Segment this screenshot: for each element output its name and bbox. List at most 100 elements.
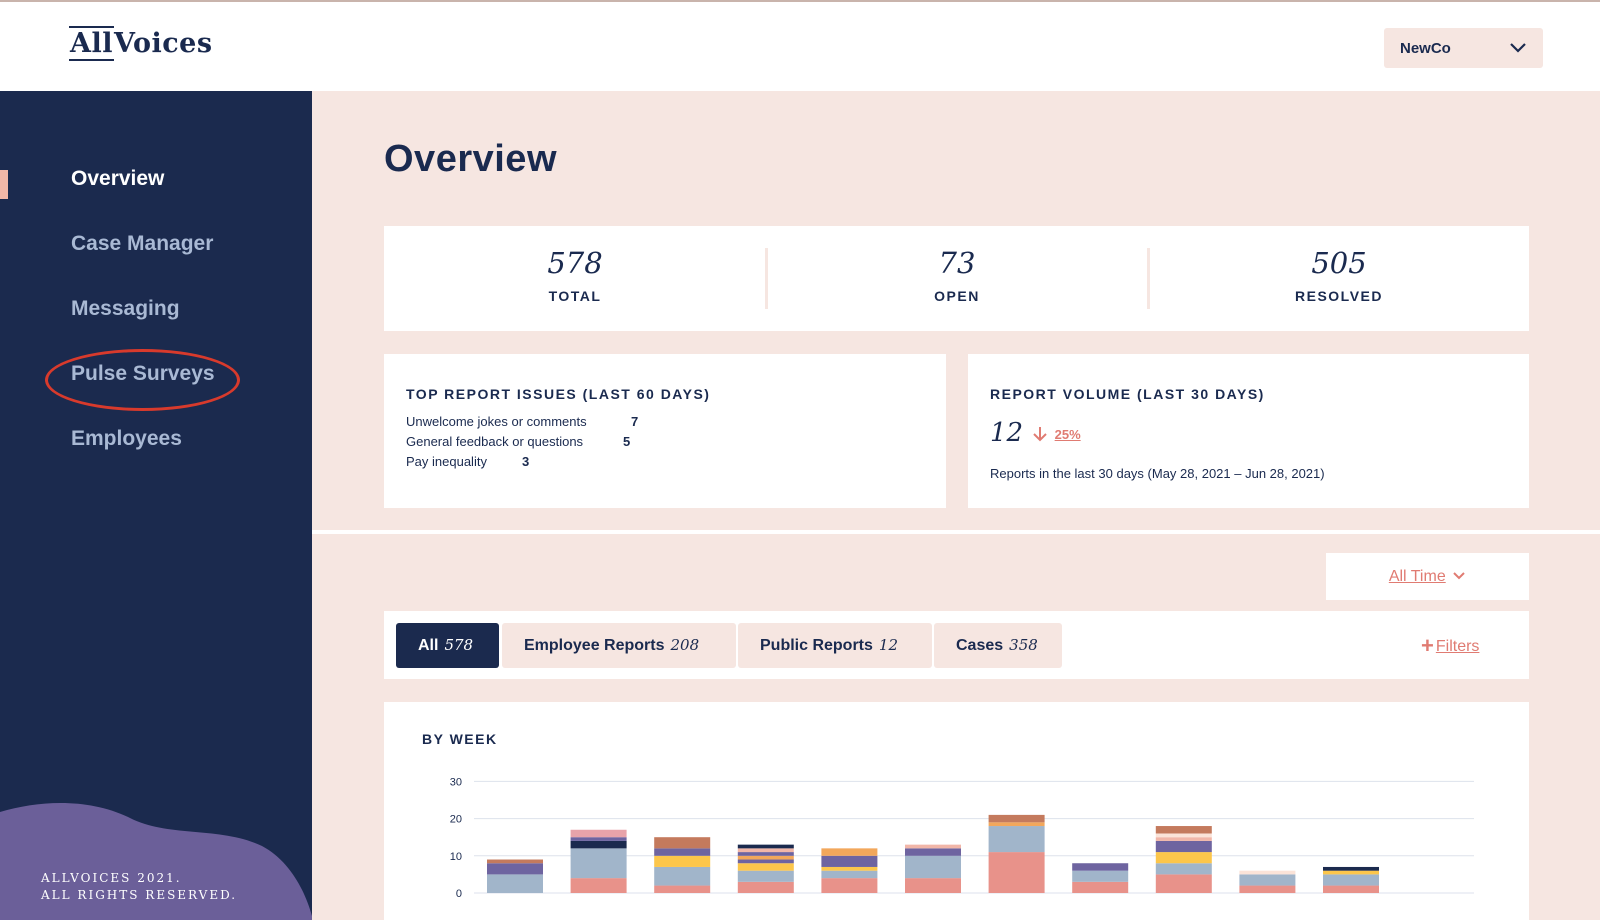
bar-segment[interactable] [988, 826, 1045, 853]
list-item: Unwelcome jokes or comments 7 [406, 414, 638, 434]
bar-segment[interactable] [821, 848, 878, 856]
stat-total: 578 TOTAL [384, 226, 766, 331]
tab-count: 12 [878, 636, 898, 654]
issue-count: 5 [623, 434, 631, 449]
bar-segment[interactable] [905, 855, 961, 879]
arrow-down-icon [1033, 427, 1051, 442]
bar-segment[interactable] [654, 866, 711, 886]
stat-open: 73 OPEN [766, 226, 1148, 331]
bar-segment[interactable] [821, 870, 878, 879]
bar-segment[interactable] [570, 878, 627, 893]
report-volume-note: Reports in the last 30 days (May 28, 202… [990, 466, 1325, 481]
bar-segment[interactable] [1072, 870, 1129, 882]
bar-segment[interactable] [654, 855, 711, 867]
stat-divider [1147, 248, 1150, 309]
time-range-value: All Time [1388, 568, 1446, 585]
bar-segment[interactable] [905, 844, 961, 849]
top-border [0, 0, 1600, 2]
bar-segment[interactable] [821, 866, 878, 871]
bar-segment[interactable] [988, 814, 1045, 823]
stat-resolved-label: RESOLVED [1295, 288, 1383, 304]
tab-count: 208 [670, 636, 700, 654]
bar-segment[interactable] [1155, 837, 1212, 841]
stat-resolved: 505 RESOLVED [1148, 226, 1530, 331]
issue-label: Unwelcome jokes or comments [406, 414, 587, 429]
bar-segment[interactable] [1239, 885, 1296, 893]
bar-segment[interactable] [487, 874, 543, 893]
bar-segment[interactable] [654, 848, 711, 856]
bar-segment[interactable] [1155, 840, 1212, 853]
change-percent[interactable]: 25% [1054, 427, 1081, 442]
bar-segment[interactable] [570, 837, 627, 841]
bar-segment[interactable] [905, 878, 961, 893]
time-range-dropdown[interactable]: All Time [1326, 553, 1529, 600]
tab-count: 358 [1009, 636, 1038, 654]
bar-segment[interactable] [737, 859, 794, 864]
stat-total-label: TOTAL [548, 288, 602, 304]
stat-open-label: OPEN [934, 288, 980, 304]
sidebar-item-case-manager[interactable]: Case Manager [71, 232, 214, 255]
top-issues-title: TOP REPORT ISSUES (LAST 60 DAYS) [406, 386, 711, 402]
bar-segment[interactable] [1323, 866, 1379, 871]
bar-segment[interactable] [821, 878, 878, 893]
bar-segment[interactable] [905, 848, 961, 856]
tab-employee-reports[interactable]: Employee Reports 208 [502, 623, 736, 668]
sidebar-item-messaging[interactable]: Messaging [71, 297, 180, 320]
stat-open-value: 73 [938, 246, 976, 280]
bar-segment[interactable] [487, 863, 543, 875]
bar-segment[interactable] [1155, 874, 1212, 893]
bar-segment[interactable] [570, 840, 627, 849]
org-select[interactable]: NewCo [1384, 28, 1543, 68]
report-volume-title: REPORT VOLUME (LAST 30 DAYS) [990, 386, 1265, 402]
bar-segment[interactable] [737, 852, 794, 856]
section-separator [312, 530, 1600, 534]
bar-segment[interactable] [487, 859, 543, 864]
tab-cases[interactable]: Cases 358 [934, 623, 1062, 668]
app-header: AllVoices NewCo [0, 2, 1600, 91]
tab-all[interactable]: All 578 [396, 623, 499, 668]
chevron-down-icon [1509, 39, 1527, 61]
bar-segment[interactable] [1072, 881, 1129, 893]
by-week-chart: 0 10 20 30 [450, 776, 1474, 900]
bar-segment[interactable] [1072, 863, 1129, 871]
bar-segment[interactable] [570, 848, 627, 879]
sidebar: Overview Case Manager Messaging Pulse Su… [0, 91, 312, 920]
bar-segment[interactable] [1239, 874, 1296, 886]
bar-segment[interactable] [1155, 833, 1212, 838]
bar-segment[interactable] [654, 837, 711, 849]
bar-segment[interactable] [737, 881, 794, 893]
sidebar-item-employees[interactable]: Employees [71, 427, 182, 450]
report-volume-value: 12 [990, 418, 1024, 448]
list-item: General feedback or questions 5 [406, 434, 630, 454]
tab-label: Public Reports [760, 637, 873, 654]
bar-segment[interactable] [1323, 885, 1379, 893]
bar-segment[interactable] [737, 844, 794, 849]
bar-segment[interactable] [654, 885, 711, 893]
by-week-chart-card: BY WEEK 0 10 20 30 [384, 702, 1529, 920]
bar-segment[interactable] [988, 852, 1045, 893]
stat-resolved-value: 505 [1311, 246, 1367, 280]
y-tick-label: 30 [450, 776, 462, 788]
allvoices-logo[interactable]: AllVoices [69, 26, 213, 61]
bar-segment[interactable] [570, 829, 627, 838]
bar-segment[interactable] [1323, 874, 1379, 886]
bar-segment[interactable] [1323, 870, 1379, 875]
report-volume-card: REPORT VOLUME (LAST 30 DAYS) 12 25% Repo… [968, 354, 1529, 508]
bar-segment[interactable] [737, 855, 794, 860]
bar-segment[interactable] [821, 855, 878, 867]
filters-label: Filters [1435, 638, 1480, 655]
tab-public-reports[interactable]: Public Reports 12 [738, 623, 932, 668]
sidebar-item-overview[interactable]: Overview [71, 167, 165, 190]
bar-segment[interactable] [1155, 863, 1212, 875]
bar-segment[interactable] [988, 822, 1045, 827]
bar-segment[interactable] [737, 863, 794, 871]
sidebar-footer: ALLVOICES 2021. ALL RIGHTS RESERVED. [41, 870, 237, 904]
bar-segment[interactable] [1239, 870, 1296, 875]
bar-segment[interactable] [1155, 852, 1212, 864]
bar-segment[interactable] [1155, 826, 1212, 834]
footer-line-2: ALL RIGHTS RESERVED. [41, 888, 238, 902]
bar-segment[interactable] [737, 870, 794, 882]
filters-button[interactable]: + Filters [1421, 633, 1479, 659]
bar-segment[interactable] [737, 848, 794, 853]
issue-count: 3 [522, 454, 530, 469]
